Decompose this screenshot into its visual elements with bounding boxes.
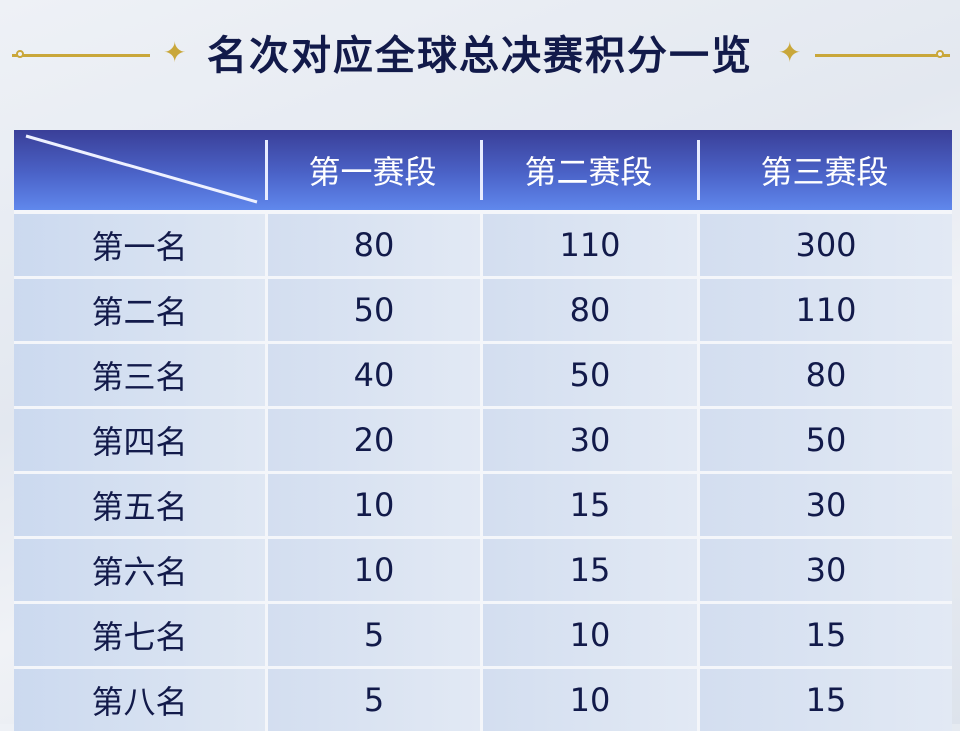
table-header-row: 第一赛段 第二赛段 第三赛段 xyxy=(14,130,952,210)
rank-cell: 第一名 xyxy=(14,210,265,276)
corner-header-cell xyxy=(14,130,265,210)
points-cell: 80 xyxy=(480,276,697,341)
points-cell: 10 xyxy=(265,536,480,601)
points-cell: 30 xyxy=(697,471,952,536)
points-cell: 15 xyxy=(480,536,697,601)
rank-cell: 第五名 xyxy=(14,471,265,536)
points-cell: 15 xyxy=(697,601,952,666)
title-banner: ✦ 名次对应全球总决赛积分一览 ✦ xyxy=(0,26,960,86)
points-cell: 110 xyxy=(480,210,697,276)
rank-cell: 第四名 xyxy=(14,406,265,471)
rank-cell: 第六名 xyxy=(14,536,265,601)
rank-cell: 第二名 xyxy=(14,276,265,341)
points-cell: 10 xyxy=(265,471,480,536)
points-cell: 10 xyxy=(480,666,697,731)
page-title: 名次对应全球总决赛积分一览 xyxy=(207,33,753,79)
points-cell: 300 xyxy=(697,210,952,276)
right-ornament-dot xyxy=(936,50,944,58)
points-cell: 110 xyxy=(697,276,952,341)
rank-cell: 第三名 xyxy=(14,341,265,406)
points-cell: 5 xyxy=(265,601,480,666)
table-row: 第六名 10 15 30 xyxy=(14,536,952,601)
points-cell: 15 xyxy=(480,471,697,536)
sparkle-icon: ✦ xyxy=(778,36,802,69)
table-row: 第二名 50 80 110 xyxy=(14,276,952,341)
diagonal-divider xyxy=(25,134,258,204)
points-cell: 40 xyxy=(265,341,480,406)
table-row: 第七名 5 10 15 xyxy=(14,601,952,666)
points-cell: 80 xyxy=(697,341,952,406)
points-cell: 15 xyxy=(697,666,952,731)
rank-cell: 第七名 xyxy=(14,601,265,666)
left-ornament-dot xyxy=(16,50,24,58)
table-row: 第八名 5 10 15 xyxy=(14,666,952,731)
table-row: 第三名 40 50 80 xyxy=(14,341,952,406)
table-row: 第五名 10 15 30 xyxy=(14,471,952,536)
table-row: 第一名 80 110 300 xyxy=(14,210,952,276)
column-header: 第二赛段 xyxy=(480,130,697,210)
left-ornament-line xyxy=(12,54,150,57)
right-ornament-line xyxy=(815,54,950,57)
points-table: 第一赛段 第二赛段 第三赛段 第一名 80 110 300 第二名 50 80 110 第三名 4… xyxy=(14,130,952,731)
points-cell: 10 xyxy=(480,601,697,666)
points-cell: 50 xyxy=(265,276,480,341)
points-cell: 5 xyxy=(265,666,480,731)
table-row: 第四名 20 30 50 xyxy=(14,406,952,471)
column-header: 第三赛段 xyxy=(697,130,952,210)
rank-cell: 第八名 xyxy=(14,666,265,731)
points-cell: 50 xyxy=(480,341,697,406)
points-cell: 30 xyxy=(480,406,697,471)
points-cell: 80 xyxy=(265,210,480,276)
points-cell: 50 xyxy=(697,406,952,471)
sparkle-icon: ✦ xyxy=(163,36,187,69)
points-cell: 20 xyxy=(265,406,480,471)
column-header: 第一赛段 xyxy=(265,130,480,210)
points-cell: 30 xyxy=(697,536,952,601)
